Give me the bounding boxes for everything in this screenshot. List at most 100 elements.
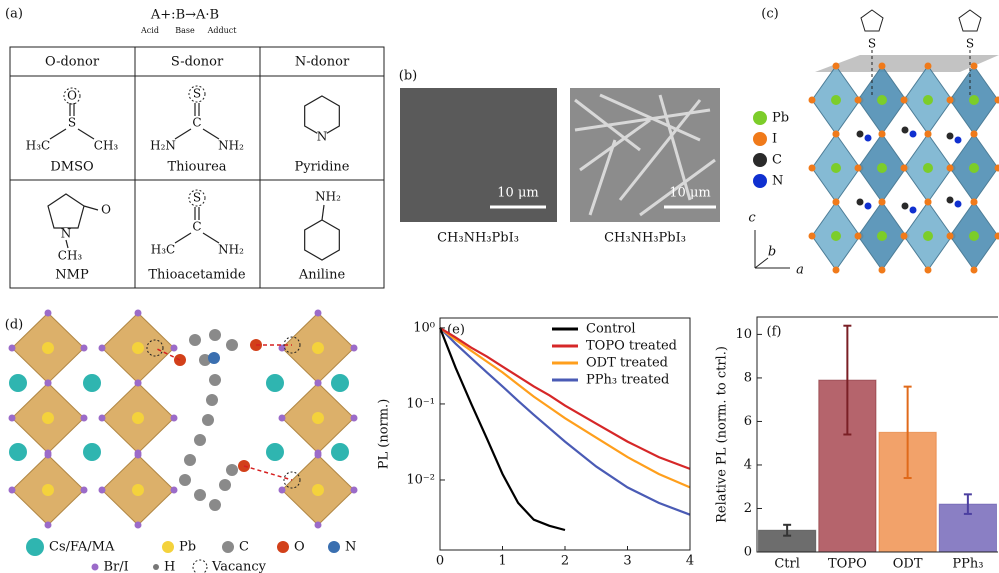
i-atom <box>832 198 840 206</box>
y-tick-label: 10⁻² <box>406 472 435 487</box>
i-atom <box>808 232 816 240</box>
atom-label: S <box>193 191 201 205</box>
axis-arrow <box>754 257 769 269</box>
legend-label: Br/I <box>104 560 129 573</box>
legend-marker <box>26 538 44 556</box>
halide-atom <box>278 414 286 422</box>
i-atom <box>924 266 932 274</box>
halide-atom <box>314 309 322 317</box>
pb-atom <box>923 163 933 173</box>
halide-atom <box>134 309 142 317</box>
i-atom <box>832 130 840 138</box>
decay-curve <box>439 327 691 516</box>
molecule: N <box>304 95 340 144</box>
pb-atom <box>132 412 144 424</box>
i-atom <box>970 62 978 70</box>
decay-curve <box>439 327 691 489</box>
pb-atom <box>42 412 54 424</box>
pb-atom <box>42 484 54 496</box>
panel-label: (d) <box>5 318 23 333</box>
y-axis-label: PL (norm.) <box>377 399 392 470</box>
x-tick-label: 1 <box>498 554 506 569</box>
carbon-atom <box>199 354 211 366</box>
halide-atom <box>44 521 52 529</box>
halide-atom <box>350 414 358 422</box>
decay-curve <box>438 327 566 532</box>
carbon-atom <box>209 329 221 341</box>
equation-note: Acid <box>140 26 159 35</box>
halide-atom <box>98 414 106 422</box>
halide-atom <box>98 486 106 494</box>
pb-atom <box>877 163 887 173</box>
i-atom <box>854 96 862 104</box>
c-atom <box>946 132 954 140</box>
molecule: O N CH₃ <box>47 193 111 263</box>
a-cation <box>331 374 349 392</box>
atom-label: O <box>101 203 111 217</box>
pb-atom <box>831 95 841 105</box>
x-tick-label: TOPO <box>828 557 867 572</box>
legend-label: Pb <box>772 111 789 126</box>
halide-atom <box>314 521 322 529</box>
i-atom <box>900 96 908 104</box>
i-atom <box>832 62 840 70</box>
vacancy <box>146 339 164 357</box>
c-atom <box>901 126 909 134</box>
atom-label: NH₂ <box>218 243 244 257</box>
a-cation <box>83 374 101 392</box>
halide-atom <box>170 414 178 422</box>
atom-label: NH₂ <box>315 190 341 204</box>
i-atom <box>994 164 999 172</box>
i-atom <box>878 266 886 274</box>
molecule-name: Pyridine <box>294 160 349 175</box>
ring <box>304 219 340 261</box>
legend-marker <box>328 541 340 553</box>
carbon-atom <box>209 374 221 386</box>
n-atom <box>864 202 872 210</box>
carbon-atom <box>194 489 206 501</box>
sem-image <box>400 88 557 222</box>
i-atom <box>808 164 816 172</box>
i-atom <box>854 232 862 240</box>
i-atom <box>832 266 840 274</box>
molecule-name: Thioacetamide <box>148 268 246 283</box>
a-cation <box>9 443 27 461</box>
halide-atom <box>350 344 358 352</box>
x-tick-label: 4 <box>686 554 694 569</box>
i-atom <box>994 96 999 104</box>
sem-image <box>570 88 720 222</box>
atom-label: NH₂ <box>218 139 244 153</box>
y-tick-label: 4 <box>744 457 752 472</box>
legend-label: PPh₃ treated <box>586 373 669 388</box>
i-atom <box>924 62 932 70</box>
substrate-plane <box>815 55 999 72</box>
molecule-name: NMP <box>55 268 89 283</box>
atom-label: S <box>193 87 201 101</box>
carbon-atom <box>194 434 206 446</box>
column-header: N-donor <box>295 55 350 70</box>
legend-label: Control <box>586 322 636 337</box>
pb-atom <box>877 231 887 241</box>
carbon-atom <box>226 339 238 351</box>
table-border <box>9 46 385 289</box>
ligand-atom: S <box>966 37 974 51</box>
lone-pair <box>188 189 206 207</box>
atom-label: C <box>192 116 201 130</box>
halide-atom <box>44 451 52 459</box>
image-caption: CH₃NH₃PbI₃ <box>437 231 519 246</box>
axis-name: b <box>768 245 776 260</box>
lone-pair <box>63 87 81 105</box>
pb-atom <box>132 484 144 496</box>
atom-label: O <box>67 89 77 103</box>
molecule: S C H₃C NH₂ <box>151 189 244 257</box>
legend-label: O <box>294 540 305 555</box>
legend-marker <box>162 541 174 553</box>
atom-label: H₃C <box>26 139 50 153</box>
vacancy <box>283 471 301 489</box>
x-tick-label: 2 <box>561 554 569 569</box>
axis-name: a <box>796 263 804 278</box>
thiophene <box>860 9 884 32</box>
scale-bar-label: 10 μm <box>497 186 538 201</box>
